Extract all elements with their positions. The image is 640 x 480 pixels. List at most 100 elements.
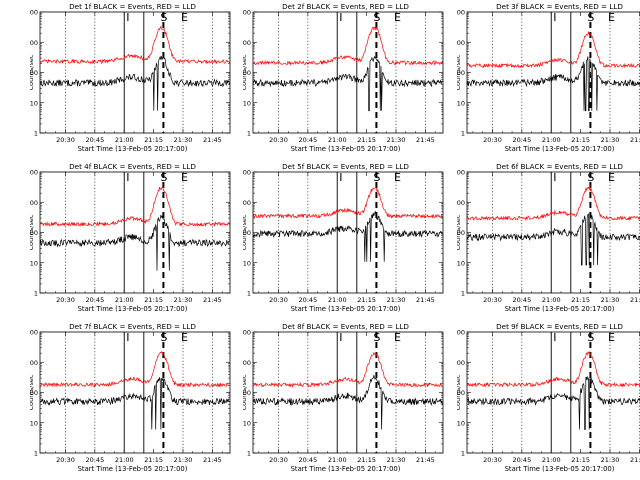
panel-title: Det 9f BLACK = Events, RED = LLD [496, 322, 623, 331]
x-axis-label: Start Time (13-Feb-05 20:17:00) [78, 465, 188, 473]
x-tick-label: 20:45 [85, 136, 104, 144]
y-axis-label: Counts/sec [243, 54, 248, 90]
x-axis-label: Start Time (13-Feb-05 20:17:00) [291, 465, 401, 473]
events-series-line [39, 377, 230, 430]
x-tick-label: 21:45 [630, 296, 640, 304]
panel-title: Det 1f BLACK = Events, RED = LLD [69, 2, 196, 11]
marker-letter-s: S [373, 171, 380, 184]
events-series-line [466, 213, 640, 266]
marker-letter-i: I [339, 171, 342, 184]
x-tick-label: 21:30 [174, 456, 193, 464]
lld-series-line [39, 25, 230, 65]
plot-frame [39, 331, 231, 454]
events-series-line [39, 214, 230, 271]
x-tick-label: 21:30 [601, 136, 620, 144]
y-tick-label: 1 [461, 450, 465, 458]
x-tick-label: 20:30 [483, 296, 502, 304]
x-tick-label: 20:45 [512, 136, 531, 144]
y-axis-label: Counts/sec [30, 54, 35, 90]
x-tick-label: 20:45 [298, 456, 317, 464]
y-axis-label: Counts/sec [243, 214, 248, 250]
x-tick-label: 20:45 [512, 456, 531, 464]
x-tick-label: 21:15 [571, 296, 590, 304]
marker-letter-e: E [394, 171, 401, 184]
y-tick-label: 10 [243, 99, 251, 107]
x-tick-label: 20:30 [483, 136, 502, 144]
events-series-line [39, 55, 230, 111]
y-tick-label: 100 [243, 229, 251, 237]
y-tick-label: 10 [30, 99, 38, 107]
x-tick-label: 20:45 [85, 296, 104, 304]
marker-letter-e: E [394, 11, 401, 24]
marker-letter-s: S [373, 11, 380, 24]
x-tick-label: 20:30 [56, 296, 75, 304]
x-tick-label: 21:30 [174, 136, 193, 144]
y-tick-label: 100 [457, 389, 465, 397]
marker-letter-i: I [126, 331, 129, 344]
marker-letter-i: I [553, 171, 556, 184]
events-series-line [466, 56, 640, 112]
x-tick-label: 21:15 [357, 456, 376, 464]
x-tick-label: 21:30 [387, 136, 406, 144]
x-tick-label: 21:15 [144, 456, 163, 464]
det-panel-2: Det 2f BLACK = Events, RED = LLD 1 10 100 10… [243, 2, 444, 153]
x-tick-label: 20:30 [483, 456, 502, 464]
lld-series-line [39, 186, 230, 228]
x-tick-label: 20:30 [269, 296, 288, 304]
x-tick-label: 21:00 [328, 456, 347, 464]
y-tick-label: 10 [457, 259, 465, 267]
x-tick-label: 21:15 [357, 136, 376, 144]
x-tick-label: 21:30 [601, 456, 620, 464]
x-tick-label: 20:45 [298, 136, 317, 144]
marker-letter-s: S [160, 331, 167, 344]
x-tick-label: 21:00 [542, 296, 561, 304]
y-axis-label: Counts/sec [457, 374, 462, 410]
x-tick-label: 21:30 [387, 456, 406, 464]
det-panel-6: Det 6f BLACK = Events, RED = LLD 1 10 100 10… [457, 162, 640, 313]
det-panel-8: Det 8f BLACK = Events, RED = LLD 1 10 100 10… [243, 322, 444, 473]
x-axis-label: Start Time (13-Feb-05 20:17:00) [78, 145, 188, 153]
y-tick-label: 1 [34, 450, 38, 458]
panel-title: Det 4f BLACK = Events, RED = LLD [69, 162, 196, 171]
y-tick-label: 100 [30, 389, 38, 397]
marker-letter-e: E [608, 331, 615, 344]
x-axis-label: Start Time (13-Feb-05 20:17:00) [505, 145, 615, 153]
y-tick-label: 10 [30, 259, 38, 267]
marker-letter-i: I [553, 11, 556, 24]
x-tick-label: 21:15 [357, 296, 376, 304]
x-tick-label: 21:30 [387, 296, 406, 304]
y-tick-label: 1 [34, 290, 38, 298]
det-panel-5: Det 5f BLACK = Events, RED = LLD 1 10 100 10… [243, 162, 444, 313]
x-tick-label: 21:45 [630, 136, 640, 144]
x-tick-label: 21:45 [416, 456, 435, 464]
y-tick-label: 100 [243, 69, 251, 77]
y-tick-label: 1 [247, 130, 251, 138]
x-tick-label: 21:00 [328, 296, 347, 304]
x-axis-label: Start Time (13-Feb-05 20:17:00) [78, 305, 188, 313]
lld-series-line [466, 186, 640, 222]
marker-letter-s: S [160, 11, 167, 24]
marker-letter-s: S [160, 171, 167, 184]
y-axis-label: Counts/sec [30, 214, 35, 250]
x-tick-label: 21:00 [115, 296, 134, 304]
lld-series-line [252, 185, 443, 219]
plot-frame [466, 331, 640, 454]
y-tick-label: 1 [461, 290, 465, 298]
x-tick-label: 21:15 [571, 456, 590, 464]
panel-title: Det 6f BLACK = Events, RED = LLD [496, 162, 623, 171]
x-tick-label: 20:30 [56, 136, 75, 144]
x-tick-label: 21:00 [328, 136, 347, 144]
